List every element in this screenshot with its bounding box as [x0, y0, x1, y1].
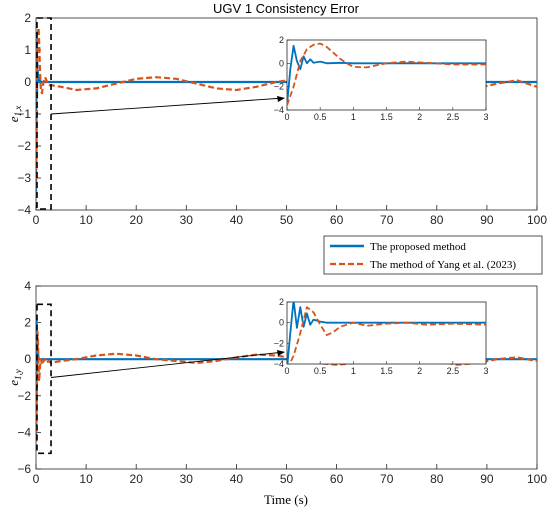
x-tick-label: 40 [230, 213, 244, 227]
inset-x-tick-label: 0.5 [314, 112, 327, 122]
zoom-arrow [50, 97, 285, 115]
x-tick-label: 30 [180, 472, 194, 486]
x-tick-label: 20 [130, 213, 144, 227]
inset-plot-area [286, 39, 487, 111]
main-series-yang-line [36, 26, 537, 198]
legend-label-proposed: The proposed method [370, 241, 466, 253]
y-tick-label: −4 [17, 203, 31, 217]
inset-y-tick-label: 0 [279, 58, 284, 68]
inset-y-tick-label: −4 [274, 359, 284, 369]
y-tick-label: 2 [24, 11, 31, 25]
inset-series-proposed-line [287, 44, 486, 106]
x-tick-label: 60 [330, 213, 344, 227]
inset-x-tick-label: 1.5 [380, 112, 393, 122]
x-tick-label: 90 [480, 472, 494, 486]
inset-x-tick-label: 2 [417, 112, 422, 122]
inset-y-tick-label: 2 [279, 297, 284, 307]
inset-x-tick-label: 2.5 [447, 366, 460, 376]
y-tick-label: 0 [24, 352, 31, 366]
inset-y-tick-label: −4 [274, 105, 284, 115]
y-axis-label: e1,y [6, 369, 23, 386]
inset-x-tick-label: 2 [417, 366, 422, 376]
x-tick-label: 90 [480, 213, 494, 227]
chart-title: UGV 1 Consistency Error [213, 1, 360, 16]
x-axis-label: Time (s) [264, 492, 308, 507]
inset-y-tick-label: 2 [279, 35, 284, 45]
y-tick-label: 2 [24, 316, 31, 330]
y-tick-label: −6 [17, 462, 31, 476]
x-tick-label: 100 [527, 213, 547, 227]
inset-y-tick-label: −2 [274, 338, 284, 348]
inset-x-tick-label: 1.5 [380, 366, 393, 376]
legend: The proposed method The method of Yang e… [323, 235, 543, 275]
x-tick-label: 50 [280, 213, 294, 227]
zoom-arrow-head [277, 96, 285, 102]
x-tick-label: 10 [79, 472, 93, 486]
inset-series-proposed-line [287, 302, 486, 364]
inset-x-tick-label: 2.5 [447, 112, 460, 122]
x-tick-label: 30 [180, 213, 194, 227]
x-tick-label: 70 [380, 213, 394, 227]
x-tick-label: 70 [380, 472, 394, 486]
legend-box [323, 235, 543, 275]
zoom-box [36, 303, 52, 455]
inset-x-tick-label: 1 [351, 112, 356, 122]
legend-label-yang: The method of Yang et al. (2023) [370, 259, 516, 271]
x-tick-label: 80 [430, 213, 444, 227]
y-tick-label: 1 [24, 43, 31, 57]
y-tick-label: −2 [17, 139, 31, 153]
x-tick-label: 80 [430, 472, 444, 486]
y-tick-label: −1 [17, 107, 31, 121]
x-tick-label: 100 [527, 472, 547, 486]
x-tick-label: 60 [330, 472, 344, 486]
y-tick-label: 0 [24, 75, 31, 89]
inset-x-tick-label: 0 [284, 112, 289, 122]
inset-y-tick-label: 0 [279, 318, 284, 328]
x-tick-label: 0 [33, 472, 40, 486]
inset-x-tick-label: 3 [483, 366, 488, 376]
y-tick-label: −2 [17, 389, 31, 403]
x-tick-label: 0 [33, 213, 40, 227]
inset-plot-area [286, 301, 487, 365]
inset-x-tick-label: 0.5 [314, 366, 327, 376]
inset-x-tick-label: 3 [483, 112, 488, 122]
inset-x-tick-label: 0 [284, 366, 289, 376]
zoom-arrow [50, 351, 285, 378]
y-tick-label: −3 [17, 171, 31, 185]
inset-series-yang-line [288, 306, 486, 364]
inset-series-yang-line [287, 42, 486, 106]
x-tick-label: 50 [280, 472, 294, 486]
x-tick-label: 20 [130, 472, 144, 486]
zoom-arrow-head [277, 350, 285, 356]
inset-y-tick-label: −2 [274, 82, 284, 92]
x-tick-label: 40 [230, 472, 244, 486]
y-tick-label: 4 [24, 279, 31, 293]
main-series-yang-line [36, 330, 537, 442]
inset-x-tick-label: 1 [351, 366, 356, 376]
zoom-box [36, 17, 52, 210]
y-axis-label: e1,x [6, 106, 23, 123]
x-tick-label: 10 [79, 213, 93, 227]
y-tick-label: −4 [17, 425, 31, 439]
